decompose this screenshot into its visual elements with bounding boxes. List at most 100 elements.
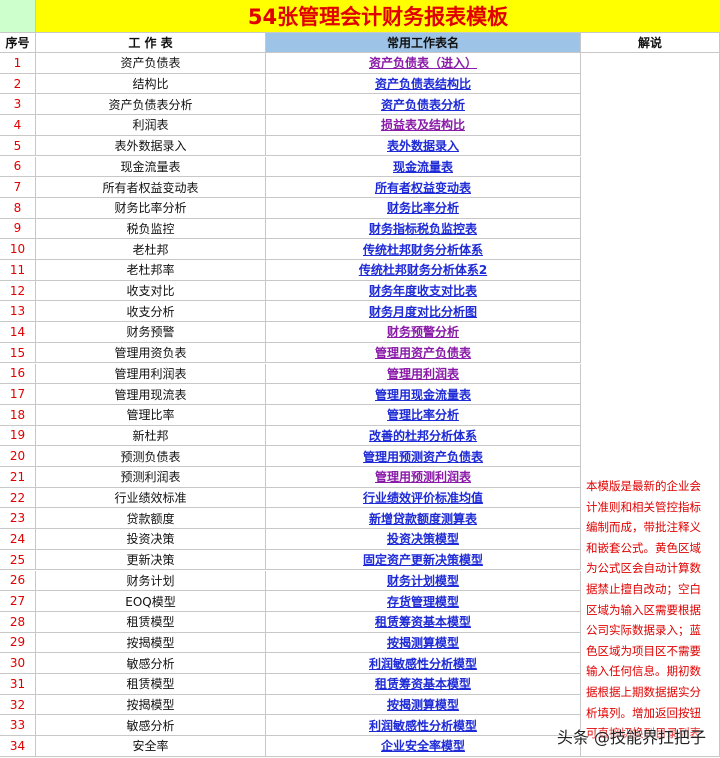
link-text[interactable]: 利润敏感性分析模型 xyxy=(368,656,477,671)
sheet-name: 按揭模型 xyxy=(36,632,266,654)
link-text[interactable]: 所有者权益变动表 xyxy=(374,180,471,195)
sheet-link[interactable]: 管理用利润表 xyxy=(266,363,581,385)
link-text[interactable]: 财务年度收支对比表 xyxy=(368,284,477,299)
link-text[interactable]: 财务指标税负监控表 xyxy=(368,221,477,236)
sheet-link[interactable]: 按揭测算模型 xyxy=(266,632,581,654)
sheet-link[interactable]: 损益表及结构比 xyxy=(266,115,581,136)
link-text[interactable]: 损益表及结构比 xyxy=(380,118,465,133)
sheet-link[interactable]: 按揭测算模型 xyxy=(266,694,581,716)
sheet-link[interactable]: 行业绩效评价标准均值 xyxy=(266,487,581,509)
sheet-name: 更新决策 xyxy=(36,549,266,571)
link-text[interactable]: 管理比率分析 xyxy=(386,408,459,423)
link-text[interactable]: 资产负债表分析 xyxy=(380,97,465,112)
sheet-link[interactable]: 利润敏感性分析模型 xyxy=(266,653,581,674)
link-text[interactable]: 管理用资产负债表 xyxy=(374,346,471,361)
row-number: 28 xyxy=(0,611,36,633)
link-text[interactable]: 资产负债表（进入） xyxy=(368,56,477,71)
sheet-link[interactable]: 财务月度对比分析图 xyxy=(266,301,581,323)
sheet-link[interactable]: 管理比率分析 xyxy=(266,404,581,426)
sheet-link[interactable]: 财务预警分析 xyxy=(266,322,581,343)
sheet-link[interactable]: 投资决策模型 xyxy=(266,529,581,550)
row-number: 34 xyxy=(0,736,36,757)
sheet-link[interactable]: 管理用资产负债表 xyxy=(266,342,581,364)
link-text[interactable]: 财务月度对比分析图 xyxy=(368,304,477,319)
row-number: 11 xyxy=(0,260,36,281)
link-text[interactable]: 租赁筹资基本模型 xyxy=(374,615,471,630)
row-number: 21 xyxy=(0,467,36,488)
link-text[interactable]: 固定资产更新决策模型 xyxy=(362,553,483,568)
link-text[interactable]: 传统杜邦财务分析体系2 xyxy=(358,263,488,278)
watermark: 头条 @技能界扛把子 xyxy=(556,728,706,747)
sheet-link[interactable]: 资产负债表分析 xyxy=(266,94,581,116)
sheet-link[interactable]: 改善的杜邦分析体系 xyxy=(266,425,581,447)
sheet-name: 结构比 xyxy=(36,73,266,95)
row-number: 19 xyxy=(0,425,36,447)
sheet-link[interactable]: 表外数据录入 xyxy=(266,135,581,157)
sheet-link[interactable]: 管理用预测资产负债表 xyxy=(266,446,581,467)
sheet-name: 新杜邦 xyxy=(36,425,266,447)
row-number: 12 xyxy=(0,280,36,302)
link-text[interactable]: 表外数据录入 xyxy=(386,139,459,154)
row-number: 29 xyxy=(0,632,36,654)
sheet-link[interactable]: 传统杜邦财务分析体系 xyxy=(266,239,581,260)
link-text[interactable]: 管理用利润表 xyxy=(386,366,459,381)
row-number: 30 xyxy=(0,653,36,674)
row-number: 16 xyxy=(0,363,36,385)
row-number: 32 xyxy=(0,694,36,716)
sheet-name: 敏感分析 xyxy=(36,653,266,674)
sheet-link[interactable]: 资产负债表结构比 xyxy=(266,73,581,95)
row-number: 1 xyxy=(0,53,36,74)
link-text[interactable]: 资产负债表结构比 xyxy=(374,77,471,92)
sheet-link[interactable]: 财务比率分析 xyxy=(266,197,581,219)
sheet-link[interactable]: 企业安全率模型 xyxy=(266,736,581,757)
note-line: 据根据上期数据据实分 xyxy=(586,684,701,699)
sheet-link[interactable]: 管理用预测利润表 xyxy=(266,467,581,488)
row-number: 5 xyxy=(0,135,36,157)
link-text[interactable]: 管理用现金流量表 xyxy=(374,387,471,402)
sheet-link[interactable]: 固定资产更新决策模型 xyxy=(266,549,581,571)
sheet-link[interactable]: 租赁筹资基本模型 xyxy=(266,674,581,695)
link-text[interactable]: 企业安全率模型 xyxy=(380,739,465,754)
link-text[interactable]: 租赁筹资基本模型 xyxy=(374,677,471,692)
link-text[interactable]: 改善的杜邦分析体系 xyxy=(368,428,477,443)
link-text[interactable]: 按揭测算模型 xyxy=(386,698,459,713)
note-line: 析填列。增加返回按钮 xyxy=(586,705,701,720)
note-line: 编制而成，带批注释义 xyxy=(586,520,701,535)
sheet-link[interactable]: 财务年度收支对比表 xyxy=(266,280,581,302)
link-text[interactable]: 管理用预测资产负债表 xyxy=(362,449,483,464)
sheet-link[interactable]: 所有者权益变动表 xyxy=(266,177,581,198)
sheet-link[interactable]: 租赁筹资基本模型 xyxy=(266,611,581,633)
note-line: 据禁止擅自改动；空白 xyxy=(586,581,701,596)
sheet-name: 老杜邦 xyxy=(36,239,266,260)
sheet-link[interactable]: 资产负债表（进入） xyxy=(266,53,581,74)
sheet-link[interactable]: 存货管理模型 xyxy=(266,591,581,612)
corner-cell xyxy=(0,0,36,33)
sheet-name: 贷款额度 xyxy=(36,508,266,530)
sheet-name: 收支分析 xyxy=(36,301,266,323)
row-number: 9 xyxy=(0,218,36,240)
link-text[interactable]: 存货管理模型 xyxy=(386,594,459,609)
link-text[interactable]: 传统杜邦财务分析体系 xyxy=(362,242,483,257)
link-text[interactable]: 现金流量表 xyxy=(392,159,453,174)
row-number: 27 xyxy=(0,591,36,612)
link-text[interactable]: 管理用预测利润表 xyxy=(374,470,471,485)
sheet-link[interactable]: 现金流量表 xyxy=(266,156,581,178)
link-text[interactable]: 财务预警分析 xyxy=(386,325,459,340)
sheet-link[interactable]: 利润敏感性分析模型 xyxy=(266,715,581,737)
link-text[interactable]: 利润敏感性分析模型 xyxy=(368,718,477,733)
note-line: 输入任何信息。期初数 xyxy=(586,664,701,679)
sheet-link[interactable]: 财务计划模型 xyxy=(266,570,581,592)
link-text[interactable]: 投资决策模型 xyxy=(386,532,459,547)
link-text[interactable]: 行业绩效评价标准均值 xyxy=(362,491,483,506)
sheet-link[interactable]: 财务指标税负监控表 xyxy=(266,218,581,240)
sheet-link[interactable]: 新增贷款额度测算表 xyxy=(266,508,581,530)
link-text[interactable]: 财务比率分析 xyxy=(386,201,459,216)
link-text[interactable]: 新增贷款额度测算表 xyxy=(368,511,477,526)
sheet-link[interactable]: 管理用现金流量表 xyxy=(266,384,581,405)
sheet-name: 现金流量表 xyxy=(36,156,266,178)
link-text[interactable]: 按揭测算模型 xyxy=(386,635,459,650)
sheet-name: 资产负债表 xyxy=(36,53,266,74)
sheet-link[interactable]: 传统杜邦财务分析体系2 xyxy=(266,260,581,281)
link-text[interactable]: 财务计划模型 xyxy=(386,573,459,588)
